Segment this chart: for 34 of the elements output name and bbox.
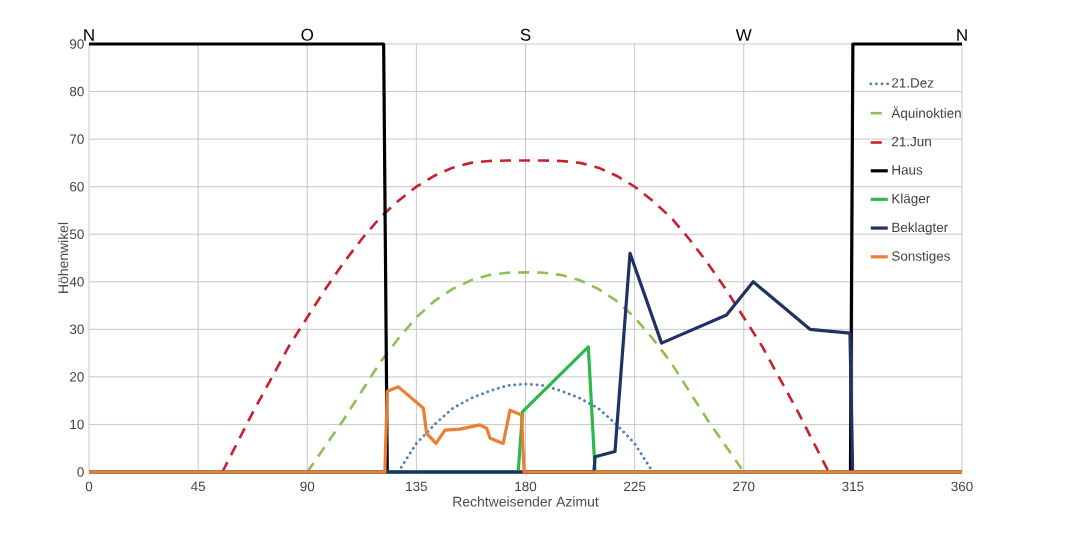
x-tick-label: 0 xyxy=(85,481,93,492)
x-tick-label: 315 xyxy=(842,481,864,492)
y-tick-label: 80 xyxy=(69,86,84,97)
legend-label: Beklagter xyxy=(892,222,948,235)
x-tick-label: 45 xyxy=(190,481,206,492)
legend-label: Haus xyxy=(892,165,923,175)
x-tick-label: 270 xyxy=(733,481,755,492)
y-tick-label: 70 xyxy=(70,134,84,144)
legend-label: Äquinoktien xyxy=(891,106,961,121)
legend-label: Kläger xyxy=(892,193,930,206)
y-tick-label: 30 xyxy=(69,324,84,335)
line-series xyxy=(87,385,964,474)
text: O xyxy=(301,28,314,41)
x-tick-label: 135 xyxy=(406,481,428,492)
x-tick-label: 225 xyxy=(624,481,646,492)
x-tick-label: 180 xyxy=(515,481,537,492)
text: N xyxy=(957,29,967,41)
y-tick-label: 20 xyxy=(70,372,84,382)
y-tick-label: 0 xyxy=(77,467,84,477)
text: N xyxy=(84,29,94,41)
legend-label: Sonstiges xyxy=(891,250,950,264)
y-axis-title: Höhenwikel xyxy=(57,222,69,293)
x-tick-label: 360 xyxy=(951,481,973,492)
y-tick-label: 50 xyxy=(69,229,84,239)
y-tick-label: 60 xyxy=(70,181,84,192)
y-tick-label: 10 xyxy=(70,419,84,430)
text: S xyxy=(520,28,531,41)
legend-label: 21.Jun xyxy=(892,136,931,147)
legend-label: 21.Dez xyxy=(892,78,934,88)
y-tick-label: 40 xyxy=(69,277,84,287)
x-axis-title: Rechtweisender Azimut xyxy=(453,496,599,507)
y-tick-label: 90 xyxy=(69,39,84,49)
x-tick-label: 90 xyxy=(300,481,315,492)
text: W xyxy=(735,29,752,41)
